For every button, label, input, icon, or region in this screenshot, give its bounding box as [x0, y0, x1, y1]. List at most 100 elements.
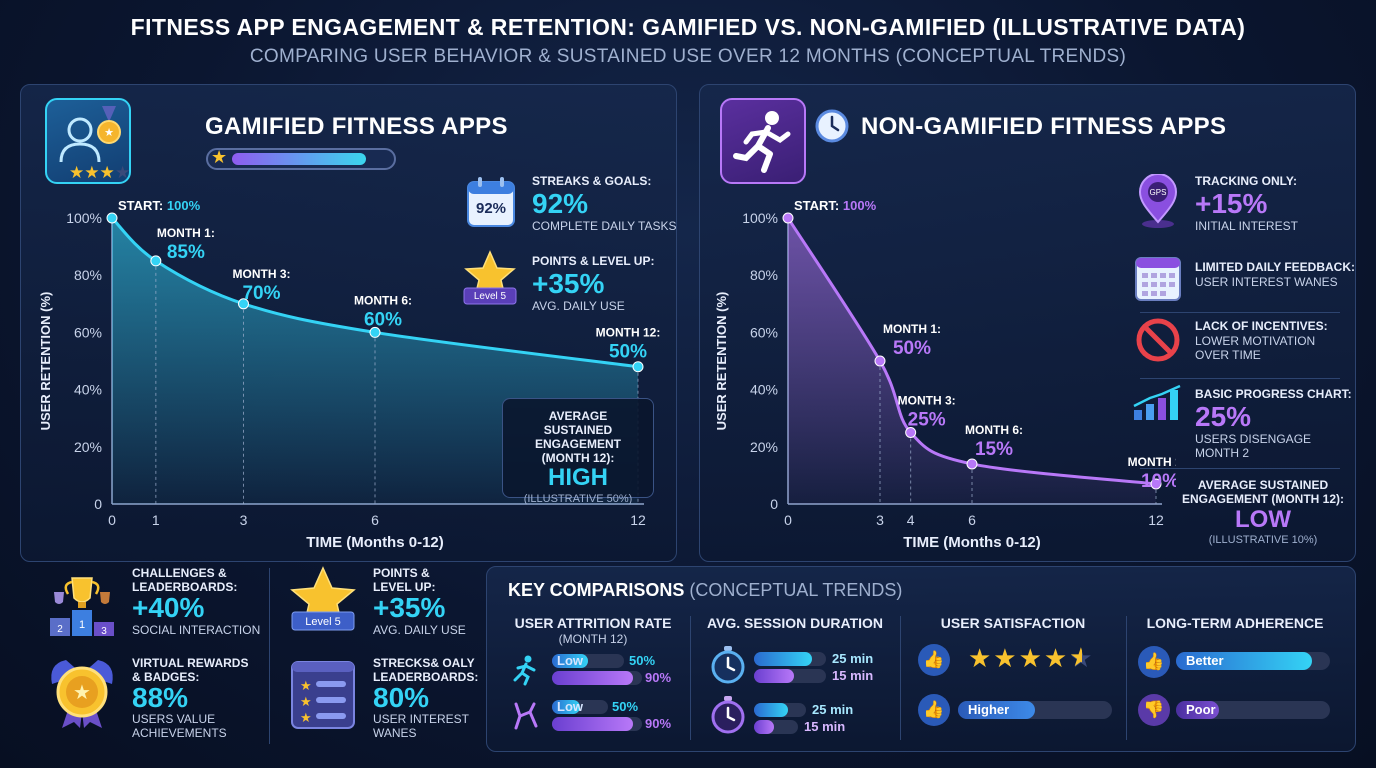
attrition-title: USER ATTRITION RATE	[514, 615, 672, 631]
x-tick-label: 0	[784, 512, 792, 528]
y-tick-label: 100%	[66, 210, 102, 226]
stat-desc: USER INTEREST WANES	[373, 712, 469, 740]
stat-value: 92%	[532, 188, 589, 219]
data-label-value: 15%	[975, 439, 1013, 460]
data-label-value: 10%	[1141, 471, 1176, 492]
bar-value: 90%	[645, 670, 672, 685]
level-progress-bar: ★	[206, 147, 396, 170]
stat-value: +40%	[132, 592, 205, 623]
satisfaction-title: USER SATISFACTION	[940, 615, 1086, 631]
data-point	[369, 326, 381, 338]
x-tick-label: 6	[371, 512, 379, 528]
svg-text:★: ★	[300, 710, 312, 725]
data-label-title: MONTH 6:	[965, 423, 1023, 437]
thumbs-down-icon: 👎	[1138, 694, 1170, 726]
y-tick-label: 20%	[750, 439, 778, 455]
x-tick-label: 12	[630, 512, 646, 528]
attrition-bar-a-track: Low	[552, 654, 624, 668]
stat-desc: USERS DISENGAGE MONTH 2	[1195, 432, 1312, 460]
data-label-value: 85%	[167, 242, 205, 263]
page-title: FITNESS APP ENGAGEMENT & RETENTION: GAMI…	[130, 14, 1246, 40]
x-tick-label: 3	[876, 512, 884, 528]
stat-label: LIMITED DAILY FEEDBACK:	[1195, 260, 1356, 274]
adherence-bar-track: Better	[1176, 652, 1330, 670]
data-label-value: 70%	[242, 283, 280, 304]
attrition-bar-a-track: Low	[552, 700, 608, 714]
bar-label: Low	[557, 653, 583, 668]
stat-value: +35%	[373, 592, 446, 623]
data-point	[106, 212, 118, 224]
gamified-summary-box: AVERAGE SUSTAINED ENGAGEMENT (MONTH 12):…	[502, 398, 654, 505]
svg-text:★: ★	[300, 678, 312, 693]
prohibited-icon	[1134, 316, 1182, 364]
session-bar-b	[754, 669, 794, 683]
stat-value: 80%	[373, 682, 430, 713]
data-label-title: START: 100%	[118, 198, 201, 213]
stat-desc: AVG. DAILY USE	[532, 299, 625, 313]
adherence-bar	[1176, 701, 1220, 719]
divider	[900, 616, 901, 740]
adherence-title: LONG-TERM ADHERENCE	[1146, 615, 1324, 631]
y-tick-label: 20%	[74, 439, 102, 455]
adherence-bar	[1176, 652, 1312, 670]
svg-text:★: ★	[115, 163, 130, 182]
data-label-title: MONTH 1:	[883, 322, 941, 336]
session-title: AVG. SESSION DURATION	[706, 615, 884, 631]
data-label-value: 60%	[364, 309, 402, 330]
stat-desc: LOWER MOTIVATION OVER TIME	[1195, 334, 1316, 362]
y-tick-label: 40%	[74, 382, 102, 398]
y-axis-label: USER RETENTION (%)	[714, 292, 729, 431]
stat-desc: USERS VALUE ACHIEVEMENTS	[132, 712, 227, 740]
attrition-bar-b-track	[552, 717, 642, 731]
session-bar-b-track	[754, 669, 826, 683]
stat-label: POINTS & LEVEL UP:	[532, 254, 655, 268]
divider	[1140, 378, 1340, 379]
data-label-title: MONTH 1:	[157, 226, 215, 240]
svg-text:★: ★	[300, 694, 312, 709]
satisfaction-bar-track: Higher	[958, 701, 1112, 719]
data-label-value: 50%	[609, 342, 647, 363]
calendar-grid-icon	[1134, 254, 1182, 302]
stat-value: +35%	[532, 268, 605, 299]
bar-value: 50%	[629, 653, 656, 668]
badge-medal-icon: ★	[46, 654, 118, 730]
bar-value: 25 min	[812, 702, 854, 717]
stat-value: 25%	[1195, 401, 1252, 432]
thumbs-up-icon: 👍	[918, 644, 950, 676]
key-comparisons-title: KEY COMPARISONS (CONCEPTUAL TRENDS)	[508, 580, 903, 600]
data-label-title: MONTH 3:	[233, 267, 291, 281]
non-gamified-retention-chart: 0 20% 40% 60% 80% 100% 0 START: 100% 3 MONTH 1: 50…	[714, 198, 1176, 551]
stat-desc: AVG. DAILY USE	[373, 623, 466, 637]
data-point	[632, 361, 644, 373]
summary-title: AVERAGE SUSTAINED ENGAGEMENT (MONTH 12):	[534, 409, 621, 465]
y-tick-label: 40%	[750, 382, 778, 398]
page-subtitle: COMPARING USER BEHAVIOR & SUSTAINED USE …	[249, 46, 1127, 67]
y-tick-label: 60%	[750, 324, 778, 340]
attrition-bar-b	[552, 717, 633, 731]
data-label-title: MONTH 6:	[354, 293, 412, 307]
summary-note: (ILLUSTRATIVE 50%)	[523, 493, 633, 505]
satisfaction-bar	[958, 701, 1035, 719]
session-bar-b-track	[754, 720, 798, 734]
stat-value: +15%	[1195, 188, 1268, 219]
gps-pin-icon: GPS	[1134, 173, 1182, 230]
clock-icon	[814, 108, 850, 144]
user-medal-stars-icon: ★ ★★★ ★	[45, 98, 131, 184]
y-tick-label: 0	[94, 496, 102, 512]
stat-desc: USER INTEREST WANES	[1195, 275, 1338, 289]
y-tick-label: 0	[770, 496, 778, 512]
thumbs-up-icon: 👍	[918, 694, 950, 726]
data-point	[966, 458, 978, 470]
session-bar-a	[754, 652, 812, 666]
runner-icon	[720, 98, 806, 184]
bar-label: Better	[1186, 653, 1224, 668]
stat-desc: INITIAL INTEREST	[1195, 219, 1298, 233]
non-gamified-summary: AVERAGE SUSTAINED ENGAGEMENT (MONTH 12):…	[1182, 478, 1344, 546]
data-point	[874, 355, 886, 367]
data-point	[238, 298, 249, 310]
attrition-bar-a	[552, 700, 580, 714]
stopwatch-cyan-icon	[710, 646, 746, 684]
y-tick-label: 80%	[74, 267, 102, 283]
data-point	[1150, 478, 1162, 490]
svg-text:★: ★	[104, 127, 114, 139]
